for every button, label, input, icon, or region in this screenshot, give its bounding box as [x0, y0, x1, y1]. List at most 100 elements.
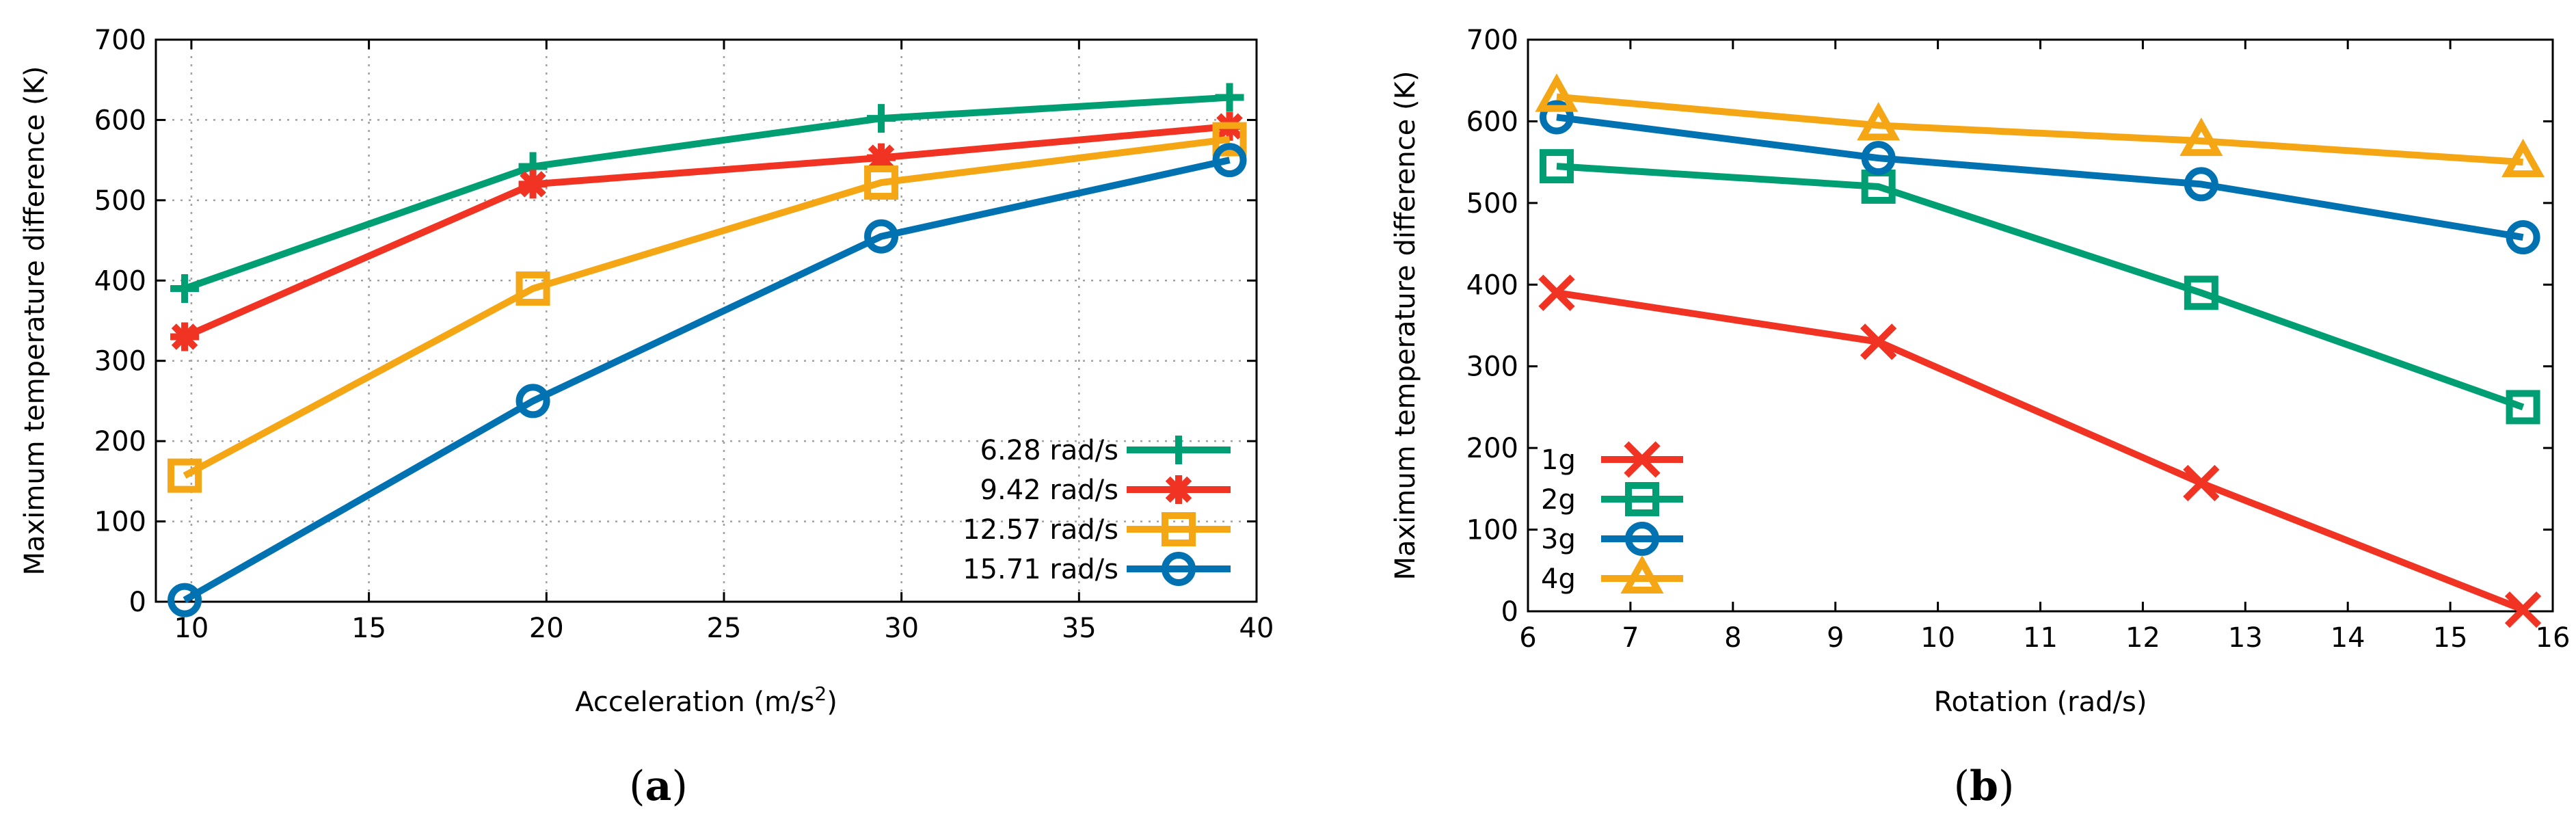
plot-frame — [1527, 38, 2554, 613]
x-tick-label: 12 — [2125, 622, 2160, 654]
y-tick-label: 300 — [1466, 351, 1518, 383]
y-tick-label: 400 — [1466, 269, 1518, 301]
caption-open-paren: ( — [1954, 762, 1970, 810]
series-2: 3g — [1539, 100, 2540, 556]
data-point-marker — [2179, 117, 2223, 157]
x-axis-title-close: ) — [827, 687, 837, 718]
legend-marker — [1620, 555, 1664, 594]
data-point-marker-d2 — [2504, 591, 2542, 628]
legend-label: 3g — [1541, 524, 1576, 555]
y-tick-label: 0 — [1501, 596, 1518, 628]
data-point-marker — [1857, 102, 1901, 141]
y-tick-label: 100 — [94, 507, 146, 538]
x-tick-label: 15 — [351, 613, 386, 644]
legend-label: 4g — [1541, 563, 1576, 595]
x-tick-label: 15 — [2433, 622, 2468, 654]
legend-label: 15.71 rad/s — [963, 554, 1118, 585]
chart-b: 6 7 8 9 10 11 12 13 14 15 16 0 100 200 300 400 500 600 700… — [1390, 25, 2570, 810]
data-point-marker — [515, 271, 550, 306]
data-point-marker — [2506, 220, 2540, 255]
caption-open-paren: ( — [629, 762, 645, 810]
legend-marker — [1162, 512, 1196, 546]
data-point-marker-d2 — [520, 171, 546, 198]
series-line — [183, 135, 1231, 479]
figure-caption: (b) — [1954, 762, 2015, 810]
data-point-marker — [1539, 149, 1574, 184]
series-line — [183, 94, 1230, 292]
x-tick-label: 13 — [2228, 622, 2263, 654]
x-tick-label: 7 — [1622, 622, 1639, 654]
series-line — [1556, 163, 2525, 411]
series-3: 15.71 rad/s — [167, 143, 1247, 617]
y-tick-label: 200 — [94, 426, 146, 457]
x-tick-label: 9 — [1827, 622, 1844, 654]
data-point-marker — [2506, 390, 2540, 425]
caption-letter: a — [645, 762, 672, 810]
y-tick-label: 700 — [94, 25, 146, 56]
series-2: 12.57 rad/s — [167, 122, 1247, 546]
series-1: 9.42 rad/s — [170, 111, 1244, 506]
data-point-marker — [1861, 141, 1896, 176]
series-line — [183, 157, 1231, 603]
legend-label: 2g — [1541, 484, 1576, 516]
series-0: 1g — [1538, 274, 2542, 628]
x-tick-label: 16 — [2536, 622, 2571, 654]
legend-marker-d2 — [1624, 441, 1661, 478]
data-point-marker — [1539, 100, 1574, 135]
y-tick-label: 700 — [1466, 25, 1518, 56]
y-tick-label: 500 — [94, 185, 146, 217]
x-axis-title: Rotation (rad/s) — [1934, 687, 2147, 718]
plot-frame — [155, 38, 1258, 603]
data-point-marker — [515, 384, 550, 418]
series-line — [1556, 93, 2523, 166]
y-axis-title: Maximum temperature difference (K) — [1390, 71, 1421, 581]
x-axis-title-main: Rotation (rad/s) — [1934, 687, 2147, 718]
figure-caption: (a) — [629, 762, 688, 810]
chart-a: 10 15 20 25 30 35 400100200300400500600700Maxi… — [19, 25, 1274, 810]
y-tick-label: 100 — [1466, 515, 1518, 546]
y-tick-label: 300 — [94, 346, 146, 377]
legend-marker-d2 — [1165, 476, 1192, 503]
y-tick-label: 400 — [94, 265, 146, 297]
series-3: 4g — [1535, 73, 2545, 595]
x-tick-label: 8 — [1724, 622, 1741, 654]
data-point-marker — [2184, 167, 2218, 202]
legend-label: 1g — [1541, 444, 1576, 476]
x-tick-label: 40 — [1239, 613, 1274, 644]
data-point-marker — [2184, 276, 2218, 310]
x-tick-label: 11 — [2023, 622, 2058, 654]
y-axis-title: Maximum temperature difference (K) — [19, 66, 51, 576]
x-tick-label: 20 — [529, 613, 564, 644]
data-point-marker — [2501, 138, 2545, 178]
y-tick-label: 600 — [94, 105, 146, 136]
series-0: 6.28 rad/s — [170, 83, 1244, 466]
series-line — [1556, 289, 2525, 613]
data-point-marker-d2 — [2183, 464, 2220, 502]
legend-label: 12.57 rad/s — [963, 514, 1118, 546]
caption-close-paren: ) — [671, 762, 687, 810]
data-point-marker — [864, 165, 899, 200]
legend-marker — [1162, 552, 1196, 586]
legend-marker — [1625, 482, 1659, 516]
data-point-marker — [1212, 143, 1247, 178]
y-tick-label: 500 — [1466, 188, 1518, 219]
x-tick-label: 10 — [174, 613, 209, 644]
legend-label: 9.42 rad/s — [980, 475, 1118, 506]
data-point-marker-d2 — [171, 323, 198, 350]
series-line — [183, 122, 1230, 341]
x-tick-label: 35 — [1062, 613, 1097, 644]
data-point-marker — [864, 219, 899, 254]
data-point-marker — [1212, 122, 1247, 157]
x-axis-title-superscript: 2 — [814, 682, 827, 705]
data-point-marker-d2 — [1860, 323, 1897, 360]
data-point-marker-d2 — [868, 144, 895, 171]
series-line — [1556, 114, 2524, 241]
data-point-marker — [167, 458, 202, 493]
x-tick-label: 6 — [1519, 622, 1536, 654]
data-point-marker-d2 — [1538, 274, 1575, 311]
caption-close-paren: ) — [1998, 762, 2014, 810]
series-1: 2g — [1539, 149, 2540, 516]
x-tick-label: 30 — [884, 613, 919, 644]
caption-letter: b — [1970, 762, 1998, 810]
